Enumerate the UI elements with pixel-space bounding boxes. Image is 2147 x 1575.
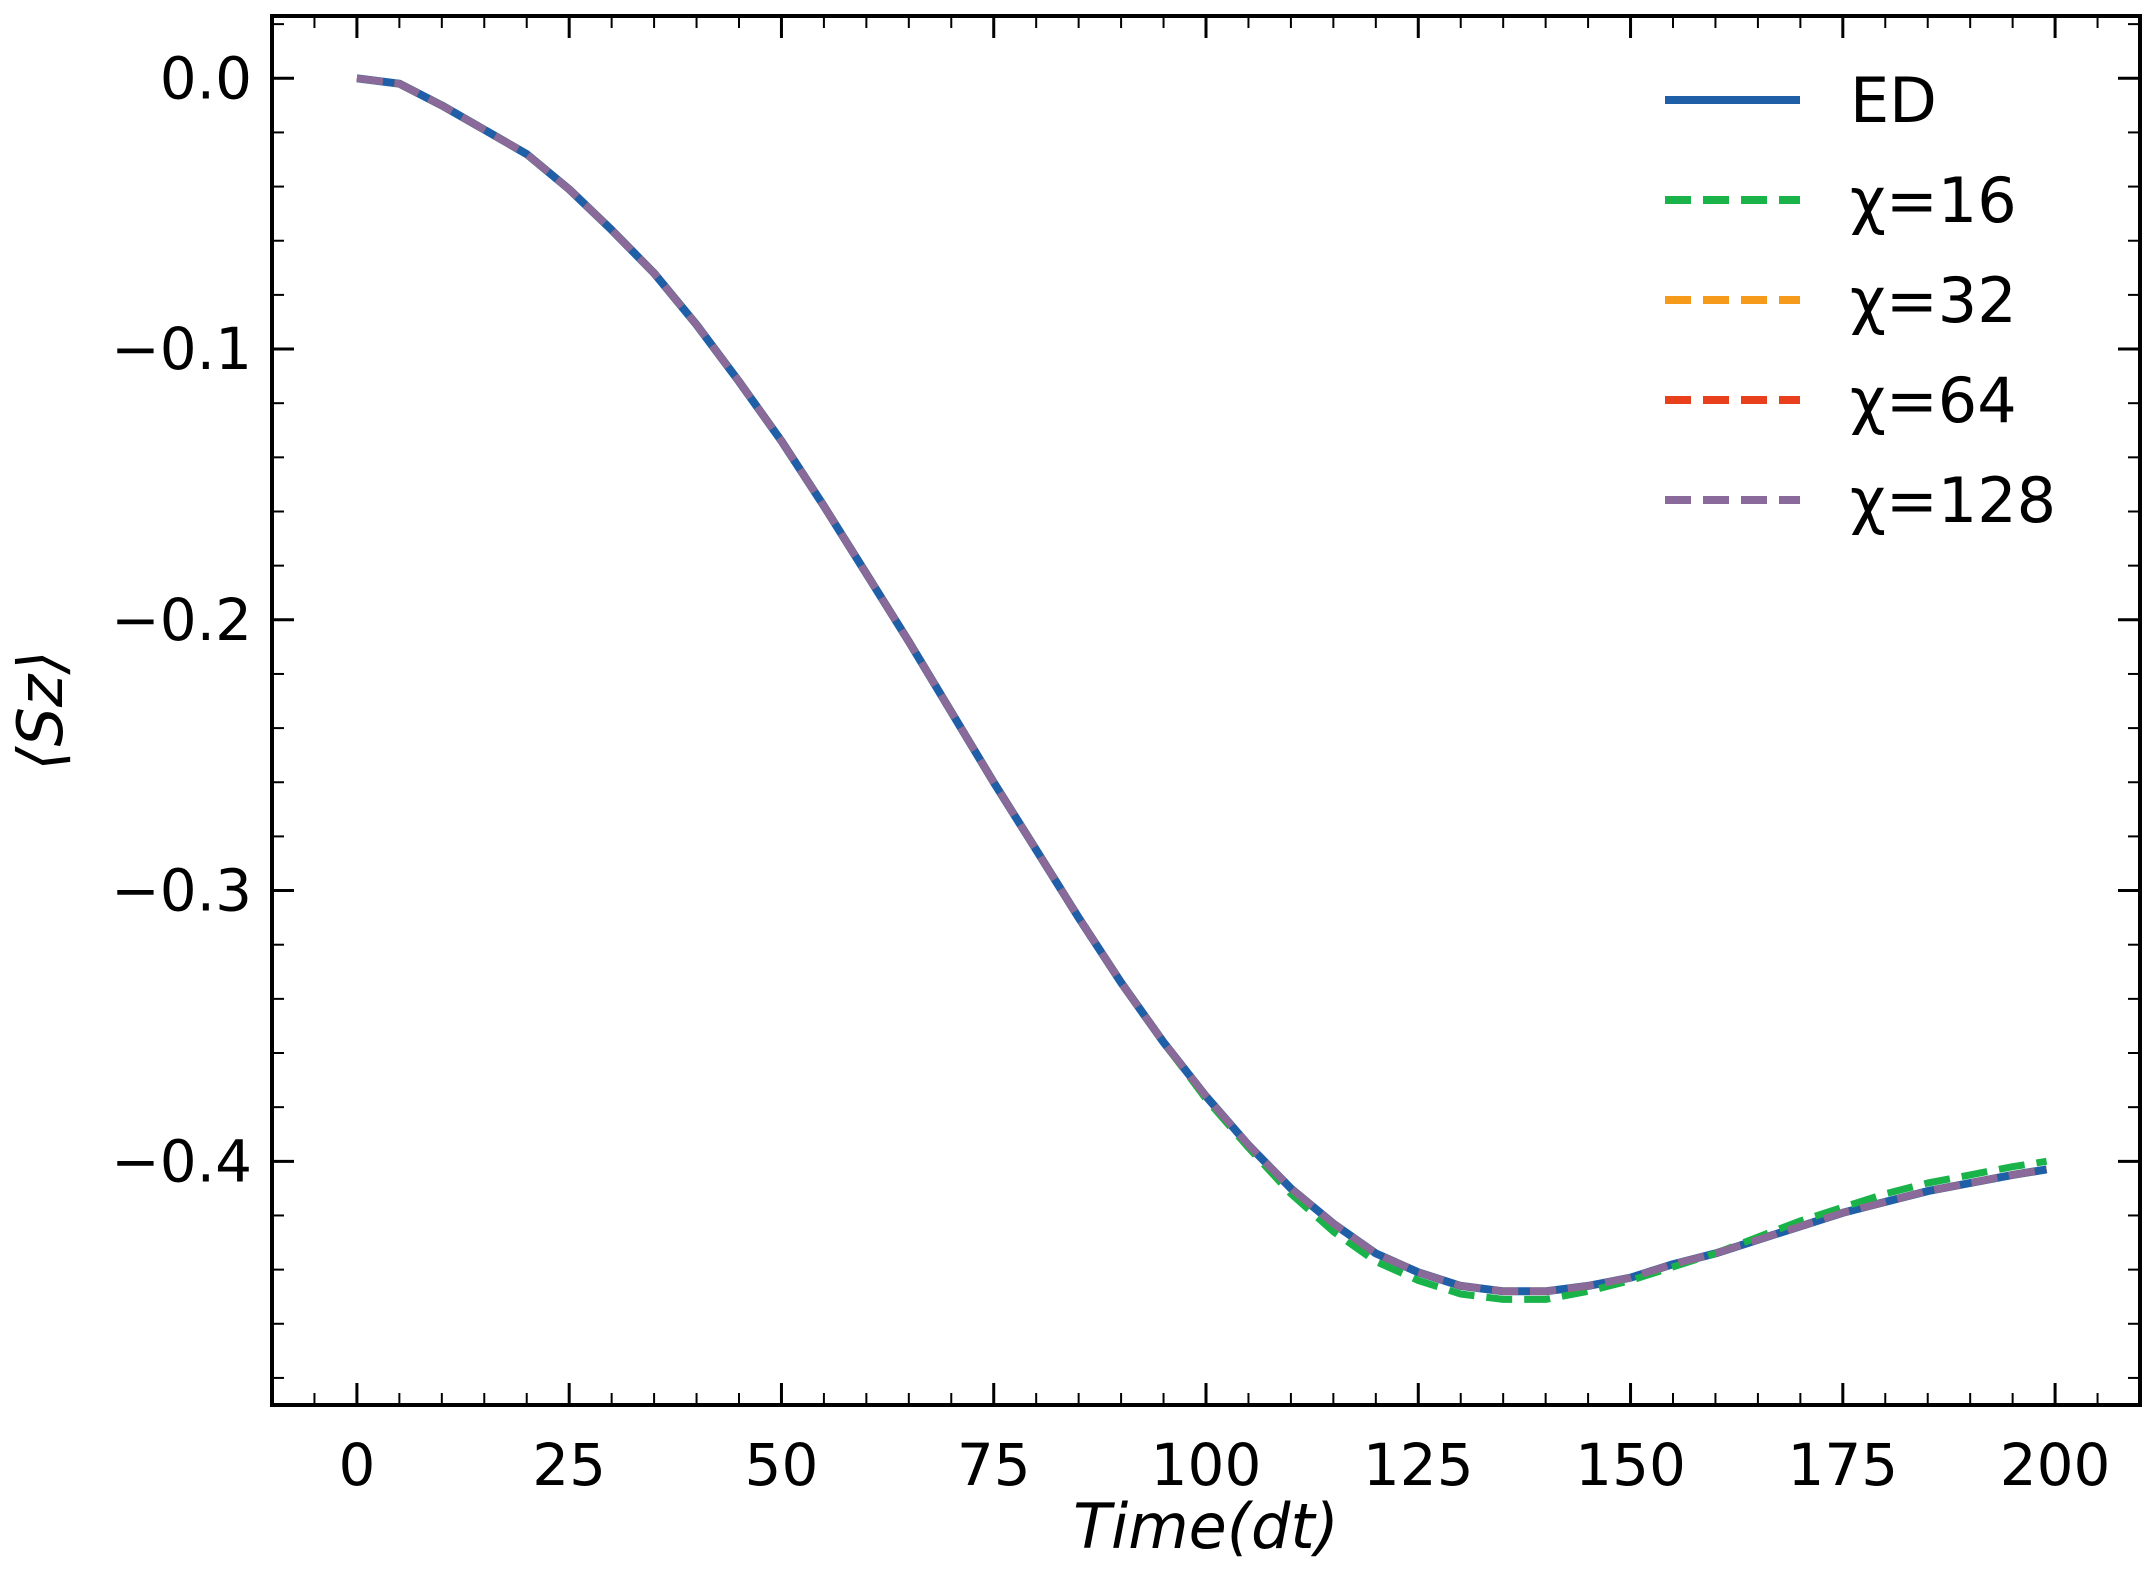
y-tick-label: −0.2 [111, 586, 252, 654]
series-layer [356, 74, 2048, 1303]
legend-label: χ=32 [1850, 264, 2017, 337]
x-tick-label: 50 [745, 1431, 819, 1499]
x-tick-label: 125 [1363, 1431, 1474, 1499]
legend-label: ED [1850, 64, 1937, 137]
x-tick-label: 75 [957, 1431, 1031, 1499]
x-tick-label: 25 [532, 1431, 606, 1499]
x-tick-label: 100 [1151, 1431, 1262, 1499]
legend-label: χ=128 [1850, 464, 2056, 537]
y-tick-label: −0.1 [111, 315, 252, 383]
legend-label: χ=64 [1850, 364, 2017, 437]
x-tick-label: 150 [1575, 1431, 1686, 1499]
series-line-chi-128 [356, 74, 2048, 1295]
legend: ED χ=16 χ=32 χ=64 χ=128 [1665, 64, 2056, 537]
y-tick-label: −0.4 [111, 1127, 252, 1195]
y-tick-label: 0.0 [160, 44, 252, 112]
y-tick-label: −0.3 [111, 857, 252, 925]
x-tick-label: 175 [1787, 1431, 1898, 1499]
x-tick-label: 200 [2000, 1431, 2111, 1499]
x-axis-title: Time(dt) [1073, 1490, 1339, 1563]
plot-frame [270, 14, 2142, 1407]
y-axis-title: ⟨Sz⟩ [4, 650, 77, 770]
legend-label: χ=16 [1850, 164, 2017, 237]
ticks-layer: 0 25 50 75 100 125 150 175 200 0.0 −0.1 −0.2 −0.3 −0.… [111, 16, 2140, 1499]
x-tick-label: 0 [338, 1431, 375, 1499]
